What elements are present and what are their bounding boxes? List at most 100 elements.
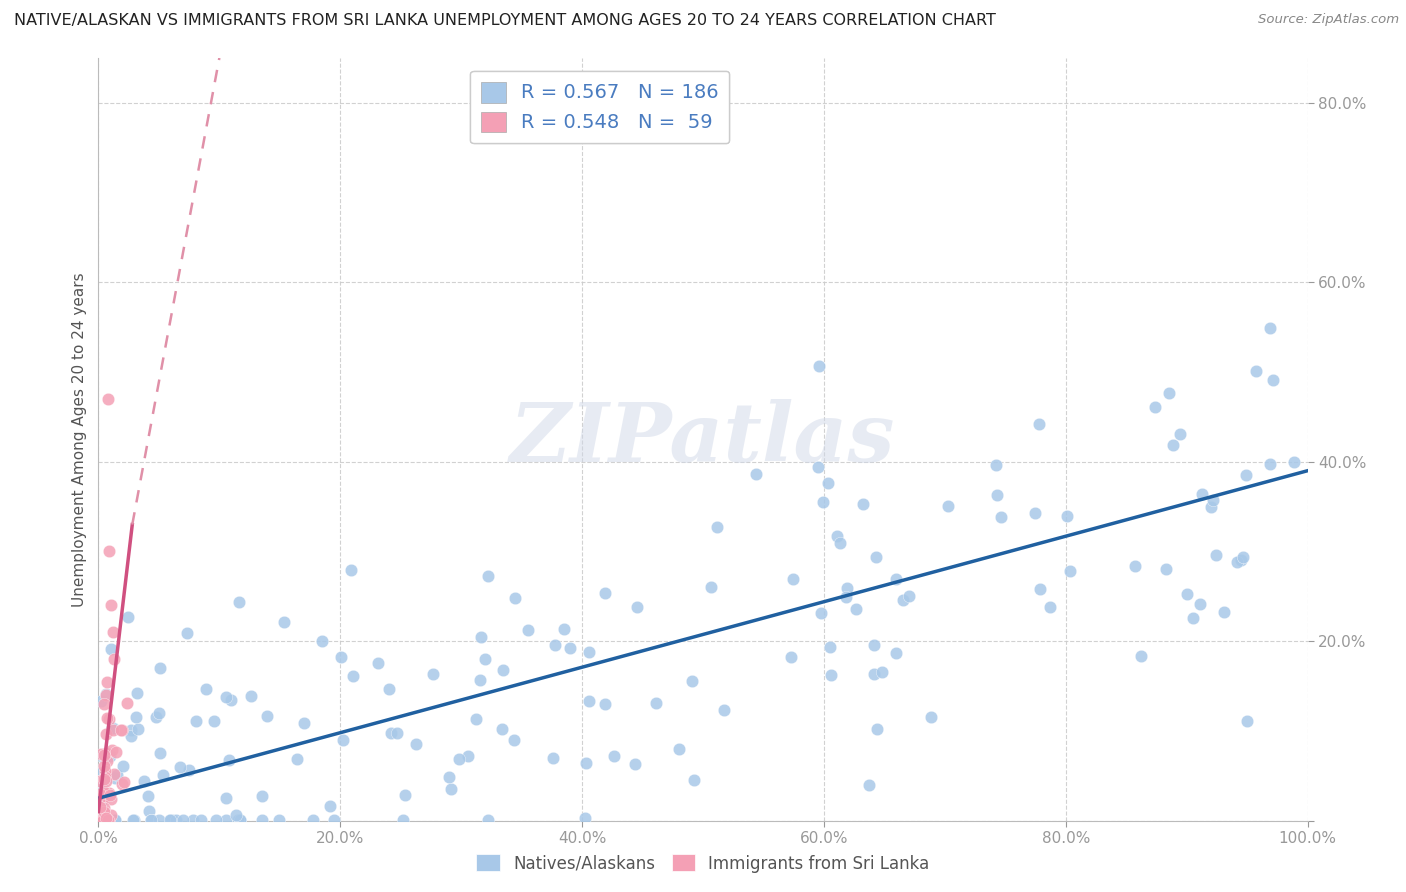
Point xyxy=(97,813,120,827)
Point xyxy=(195,682,218,697)
Point xyxy=(159,813,181,827)
Point xyxy=(90,813,112,827)
Point xyxy=(553,623,575,637)
Point xyxy=(186,714,208,728)
Point xyxy=(865,550,887,565)
Point xyxy=(845,602,868,616)
Point xyxy=(100,792,122,806)
Point xyxy=(938,499,960,513)
Point xyxy=(90,813,112,827)
Point xyxy=(96,711,118,725)
Point xyxy=(1261,373,1284,387)
Point xyxy=(807,359,830,374)
Point xyxy=(97,813,120,827)
Point xyxy=(93,813,115,827)
Point xyxy=(252,813,274,827)
Point xyxy=(91,811,114,825)
Point xyxy=(380,726,402,740)
Point xyxy=(681,674,703,689)
Point xyxy=(177,763,200,777)
Point xyxy=(1212,605,1234,619)
Point xyxy=(228,813,250,827)
Point xyxy=(668,742,690,756)
Point xyxy=(122,813,145,827)
Point xyxy=(990,509,1012,524)
Point xyxy=(125,710,148,724)
Legend: R = 0.567   N = 186, R = 0.548   N =  59: R = 0.567 N = 186, R = 0.548 N = 59 xyxy=(470,70,730,144)
Point xyxy=(1191,487,1213,501)
Point xyxy=(1157,385,1180,400)
Point xyxy=(779,650,801,665)
Text: ZIPatlas: ZIPatlas xyxy=(510,400,896,479)
Point xyxy=(405,737,427,751)
Point xyxy=(97,813,120,827)
Point xyxy=(256,708,278,723)
Point xyxy=(852,497,875,511)
Point xyxy=(322,813,344,827)
Point xyxy=(98,712,121,726)
Point xyxy=(302,813,325,827)
Point xyxy=(124,813,146,827)
Point xyxy=(96,674,118,689)
Point xyxy=(330,649,353,664)
Point xyxy=(98,786,121,800)
Point xyxy=(1226,556,1249,570)
Point xyxy=(394,788,416,802)
Point xyxy=(858,779,880,793)
Point xyxy=(89,803,111,817)
Point xyxy=(292,716,315,731)
Legend: Natives/Alaskans, Immigrants from Sri Lanka: Natives/Alaskans, Immigrants from Sri La… xyxy=(470,847,936,880)
Point xyxy=(1024,506,1046,520)
Point xyxy=(100,808,122,822)
Point xyxy=(683,772,706,787)
Point xyxy=(91,813,114,827)
Point xyxy=(477,568,499,582)
Point xyxy=(105,768,128,782)
Point xyxy=(447,752,470,766)
Point xyxy=(111,723,134,738)
Point xyxy=(229,813,252,827)
Point xyxy=(202,714,225,728)
Point xyxy=(225,808,247,822)
Point xyxy=(1039,600,1062,615)
Point xyxy=(813,495,835,509)
Point xyxy=(169,760,191,774)
Point xyxy=(125,686,148,700)
Point xyxy=(94,811,117,825)
Point xyxy=(311,634,333,648)
Point xyxy=(240,689,263,703)
Point xyxy=(96,754,118,768)
Point xyxy=(93,785,115,799)
Point xyxy=(1229,553,1251,567)
Point xyxy=(602,749,624,764)
Point xyxy=(367,656,389,670)
Point xyxy=(94,688,117,702)
Point xyxy=(1199,500,1222,515)
Point xyxy=(1258,321,1281,335)
Point xyxy=(90,747,112,761)
Point xyxy=(884,572,907,586)
Point xyxy=(148,706,170,720)
Point xyxy=(90,813,112,827)
Point xyxy=(1234,468,1257,483)
Point xyxy=(1056,508,1078,523)
Point xyxy=(474,652,496,666)
Point xyxy=(91,813,114,827)
Point xyxy=(89,766,111,780)
Point xyxy=(139,813,162,827)
Point xyxy=(91,813,114,827)
Point xyxy=(492,663,515,677)
Point xyxy=(391,813,413,827)
Point xyxy=(91,812,114,826)
Point xyxy=(1168,427,1191,442)
Point xyxy=(440,781,463,796)
Point xyxy=(101,625,124,640)
Point xyxy=(250,789,273,804)
Point xyxy=(93,805,115,820)
Point xyxy=(215,813,238,827)
Point xyxy=(215,690,238,705)
Point xyxy=(159,813,181,827)
Point xyxy=(103,652,125,666)
Point xyxy=(422,667,444,681)
Point xyxy=(132,774,155,789)
